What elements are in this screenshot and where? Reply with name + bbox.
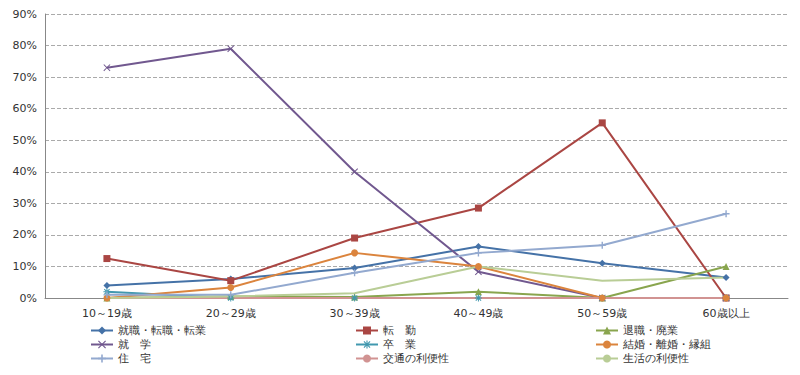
svg-text:10%: 10% — [13, 260, 37, 273]
svg-text:転 勤: 転 勤 — [383, 324, 416, 337]
svg-text:20～29歳: 20～29歳 — [206, 307, 256, 320]
svg-text:20%: 20% — [13, 228, 37, 241]
svg-text:就 学: 就 学 — [118, 338, 151, 351]
svg-text:住 宅: 住 宅 — [118, 352, 151, 365]
svg-text:50～59歳: 50～59歳 — [577, 307, 627, 320]
svg-text:10～19歳: 10～19歳 — [82, 307, 132, 320]
svg-text:結婚・離婚・縁組: 結婚・離婚・縁組 — [622, 338, 711, 351]
svg-text:退職・廃業: 退職・廃業 — [623, 324, 678, 337]
svg-text:60歳以上: 60歳以上 — [703, 307, 750, 320]
svg-text:生活の利便性: 生活の利便性 — [623, 352, 689, 365]
svg-text:交通の利便性: 交通の利便性 — [383, 352, 449, 365]
svg-text:50%: 50% — [13, 134, 37, 147]
svg-text:30%: 30% — [13, 197, 37, 210]
svg-text:40～49歳: 40～49歳 — [453, 307, 503, 320]
svg-text:就職・転職・転業: 就職・転職・転業 — [118, 324, 206, 337]
svg-text:40%: 40% — [13, 165, 37, 178]
svg-text:80%: 80% — [13, 39, 37, 52]
svg-text:0%: 0% — [20, 292, 37, 305]
svg-text:70%: 70% — [13, 71, 37, 84]
svg-text:30～39歳: 30～39歳 — [330, 307, 380, 320]
svg-text:90%: 90% — [13, 8, 37, 21]
svg-text:60%: 60% — [13, 102, 37, 115]
svg-text:卒 業: 卒 業 — [383, 338, 416, 351]
